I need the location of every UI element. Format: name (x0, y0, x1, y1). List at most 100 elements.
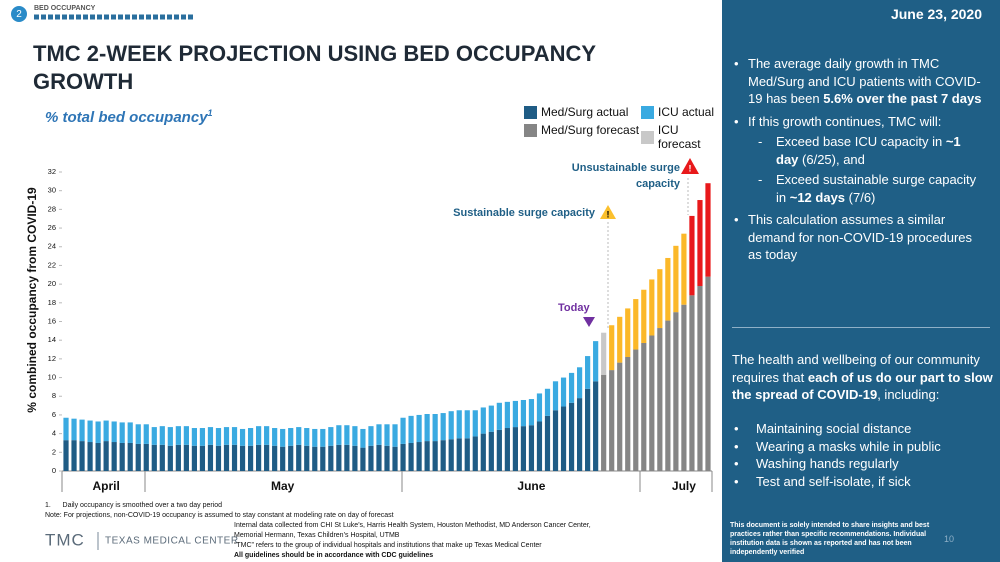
bar-segment (288, 428, 294, 446)
bar-segment (336, 444, 342, 471)
bar-segment (151, 427, 157, 445)
bar-segment (593, 381, 599, 471)
bar-segment (280, 446, 286, 471)
bar-segment (544, 388, 551, 416)
legend-swatch (641, 130, 654, 144)
bar-segment (288, 445, 294, 471)
month-dividers (61, 471, 713, 492)
bar-segment (207, 427, 214, 445)
bar-segment (304, 428, 310, 446)
warning-icon (600, 205, 616, 219)
y-tick-label: 28 (48, 204, 56, 213)
bar-segment (264, 426, 270, 445)
bar-segment (167, 427, 173, 446)
bar-segment (560, 406, 567, 471)
bar-segment (151, 444, 157, 471)
bar-segment (400, 417, 406, 444)
bar-segment (79, 441, 85, 471)
x-tick-label: April (92, 479, 119, 493)
bar-segment (167, 445, 173, 471)
bar-segment (512, 400, 518, 428)
bar-segment (111, 442, 117, 471)
bar-segment (223, 427, 230, 445)
bar-segment (368, 445, 374, 471)
bar-segment (440, 440, 446, 471)
bar-segment (352, 445, 358, 471)
bar-segment (633, 349, 639, 471)
x-tick-label: June (517, 479, 545, 493)
y-tick-label: 24 (48, 242, 56, 251)
bar-segment (456, 410, 462, 439)
y-tick-label: 30 (48, 186, 56, 195)
bar-segment (127, 442, 133, 471)
bar-segment (215, 428, 222, 446)
bar-segment (191, 445, 198, 471)
page-number: 10 (944, 534, 955, 544)
legend-item: Med/Surg forecast (524, 123, 639, 137)
legend-item: ICU forecast (641, 123, 724, 151)
text-run: (7/6) (845, 189, 876, 205)
bar-segment (520, 426, 527, 471)
bar-segment (384, 424, 390, 446)
action-list: • Maintaining social distance • Wearing a m… (734, 420, 984, 490)
bullet: • This calculation assumes a similar dema… (734, 211, 984, 264)
text-run: This calculation assumes a similar deman… (748, 212, 973, 262)
y-axis-title: % combined occupancy from COVID-19 (25, 187, 39, 413)
bar-segment (231, 444, 238, 471)
annotation-today: Today (558, 302, 590, 314)
bar-segment (673, 245, 679, 313)
y-tick-label: 26 (48, 223, 56, 232)
legend: Med/Surg actual ICU actual Med/Surg foreca… (524, 105, 724, 151)
y-tick-label: 8 (52, 391, 56, 400)
bar-segment (536, 421, 543, 471)
bar-segment (448, 439, 454, 471)
bar-segment (496, 402, 502, 430)
bar-segment (63, 417, 69, 441)
bar-segment (384, 445, 390, 471)
legend-swatch (524, 105, 537, 119)
bar-segment (705, 183, 711, 277)
source-line: Internal data collected from CHI St Luke… (234, 522, 591, 529)
bar-segment (657, 328, 663, 471)
bar-segment (119, 422, 125, 443)
footnote-number: 1. (45, 502, 51, 509)
sub-bullet-dash: - (758, 134, 763, 149)
list-text: Maintaining social distance (756, 421, 912, 436)
bar-segment (344, 444, 350, 471)
bar-segment (609, 370, 615, 471)
bar-segment (520, 399, 527, 427)
list-item: • Test and self-isolate, if sick (734, 473, 984, 491)
bar-segment (143, 424, 149, 444)
bar-segment (649, 335, 655, 471)
bullet-dot: • (734, 456, 739, 471)
text-run: Exceed base ICU capacity in (776, 134, 946, 149)
bar-segment (625, 357, 631, 471)
list-text: Washing hands regularly (756, 456, 899, 471)
bar-segment (681, 233, 687, 305)
bar-segment (376, 424, 382, 445)
bar-segment (689, 295, 695, 471)
bar-segment (143, 443, 149, 471)
bar-segment (480, 433, 486, 471)
bar-segment (424, 441, 430, 471)
bar-segment (280, 428, 286, 447)
bar-segment (296, 427, 302, 445)
bar-segment (256, 426, 262, 445)
bar-segment (320, 446, 326, 471)
y-tick-label: 6 (52, 410, 56, 419)
list-text: Test and self-isolate, if sick (756, 473, 911, 489)
bar-segment (127, 422, 133, 443)
text-run: (6/25), and (798, 151, 865, 167)
warning-mark: ! (607, 209, 610, 219)
bar-segment (641, 342, 647, 471)
paragraph: The health and wellbeing of our communit… (732, 351, 994, 404)
bar-segment (576, 398, 583, 471)
bar-segment (544, 415, 551, 471)
bar-segment (159, 444, 165, 471)
y-tick-label: 16 (48, 316, 56, 325)
bullet-dot: • (734, 113, 739, 129)
bar-segment (360, 447, 366, 471)
bullet-dot: • (734, 56, 739, 71)
bar-segment (111, 421, 117, 443)
alert-mark: ! (689, 163, 692, 173)
